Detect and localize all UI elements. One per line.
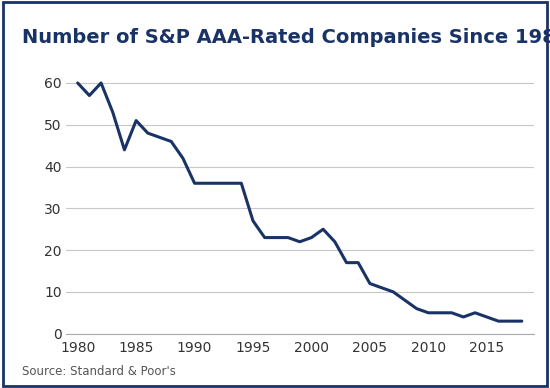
Text: Source: Standard & Poor's: Source: Standard & Poor's <box>22 365 176 378</box>
Text: Number of S&P AAA-Rated Companies Since 1980: Number of S&P AAA-Rated Companies Since … <box>22 28 550 47</box>
